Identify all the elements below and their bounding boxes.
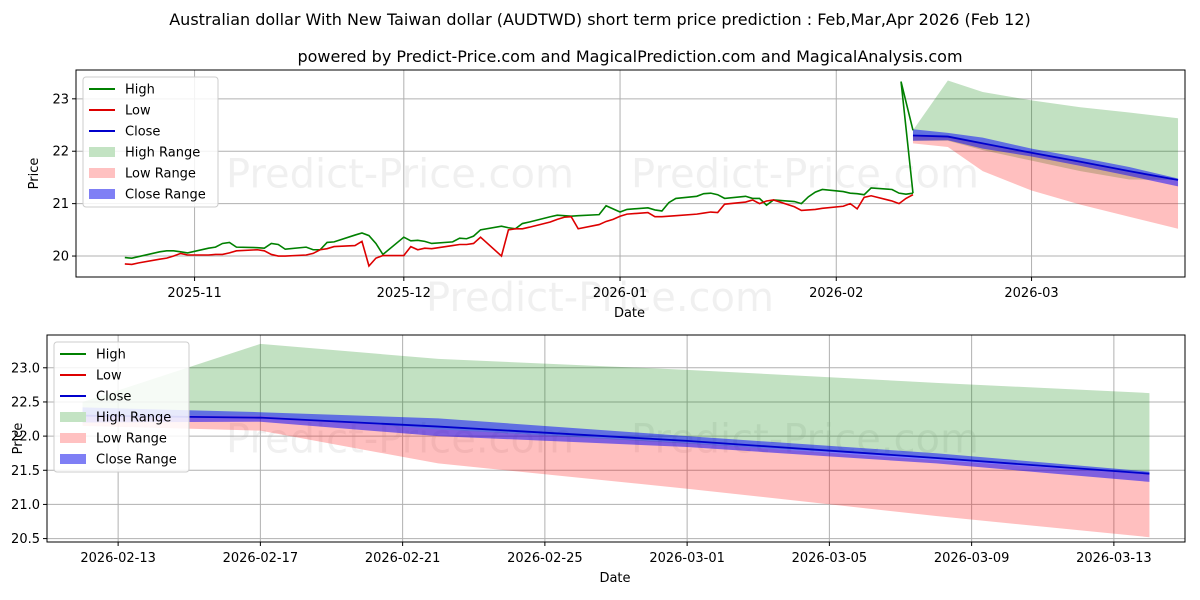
watermark: Predict-Price.com xyxy=(426,275,774,321)
chart-subtitle: powered by Predict-Price.com and Magical… xyxy=(297,47,962,66)
low-series-line xyxy=(124,194,914,268)
legend-label: High Range xyxy=(125,146,200,161)
high-series-spike xyxy=(900,81,914,194)
close-range-band xyxy=(82,407,1150,482)
y-tick-label: 23.0 xyxy=(11,361,40,376)
legend-swatch-high-range xyxy=(89,147,115,157)
low-range-band xyxy=(912,135,1179,229)
legend-label: Low xyxy=(125,104,151,119)
legend-label: Low Range xyxy=(125,167,196,182)
legend-label: Close xyxy=(96,390,131,405)
legend-label: High Range xyxy=(96,411,171,426)
watermark: Predict-Price.com xyxy=(631,152,979,198)
high-range-band xyxy=(82,343,1150,474)
y-tick-label: 20 xyxy=(52,250,69,265)
high-range-band xyxy=(912,80,1179,181)
x-axis-label: Date xyxy=(599,571,630,586)
y-tick-label: 21.5 xyxy=(11,464,40,479)
high-series-line xyxy=(124,187,914,259)
y-tick-label: 22.0 xyxy=(11,430,40,445)
x-tick-label: 2026-03-05 xyxy=(792,551,868,566)
legend-label: Low xyxy=(96,369,122,384)
legend-swatch-close-range xyxy=(60,454,86,464)
legend-box xyxy=(82,76,219,208)
top-panel: Predict-Price.com Predict-Price.com Predic… xyxy=(27,69,1186,321)
y-tick-label: 20.5 xyxy=(11,532,40,547)
watermark: Predict-Price.com xyxy=(226,152,574,198)
x-tick-label: 2026-03-01 xyxy=(649,551,725,566)
legend-swatch-low-range xyxy=(60,433,86,443)
x-tick-label: 2026-02-25 xyxy=(507,551,583,566)
legend-swatch-high-range xyxy=(60,412,86,422)
low-range-band xyxy=(82,415,1150,538)
legend-label: High xyxy=(96,348,126,363)
y-axis-label: Price xyxy=(11,423,26,455)
x-tick-label: 2026-02-17 xyxy=(223,551,299,566)
legend-label: Close Range xyxy=(125,188,206,203)
x-tick-label: 2025-11 xyxy=(167,286,221,301)
x-tick-label: 2026-01 xyxy=(593,286,647,301)
x-tick-label: 2026-03-09 xyxy=(934,551,1010,566)
x-tick-label: 2026-02 xyxy=(809,286,863,301)
x-tick-label: 2025-12 xyxy=(377,286,431,301)
legend-swatch-low-range xyxy=(89,168,115,178)
legend-box xyxy=(53,341,190,473)
legend-label: Close xyxy=(125,125,160,140)
legend-swatch-close-range xyxy=(89,189,115,199)
legend-label: High xyxy=(125,83,155,98)
y-axis-label: Price xyxy=(27,158,42,190)
chart-title: Australian dollar With New Taiwan dollar… xyxy=(169,10,1031,29)
axes-frame xyxy=(46,334,1186,543)
axes-frame xyxy=(75,69,1186,278)
y-tick-label: 21.0 xyxy=(11,498,40,513)
y-tick-label: 23 xyxy=(52,92,69,107)
x-tick-label: 2026-02-13 xyxy=(80,551,156,566)
x-tick-label: 2026-03-13 xyxy=(1076,551,1152,566)
close-forecast-line xyxy=(912,134,1179,181)
legend-label: Low Range xyxy=(96,432,167,447)
bottom-panel: Predict-Price.com Predict-Price.com20.521… xyxy=(11,334,1186,586)
y-tick-label: 21 xyxy=(52,197,69,212)
legend-label: Close Range xyxy=(96,453,177,468)
x-tick-label: 2026-02-21 xyxy=(365,551,441,566)
y-tick-label: 22.5 xyxy=(11,395,40,410)
x-tick-label: 2026-03 xyxy=(1004,286,1058,301)
close-forecast-line xyxy=(82,414,1150,475)
x-axis-label: Date xyxy=(614,306,645,321)
y-tick-label: 22 xyxy=(52,145,69,160)
